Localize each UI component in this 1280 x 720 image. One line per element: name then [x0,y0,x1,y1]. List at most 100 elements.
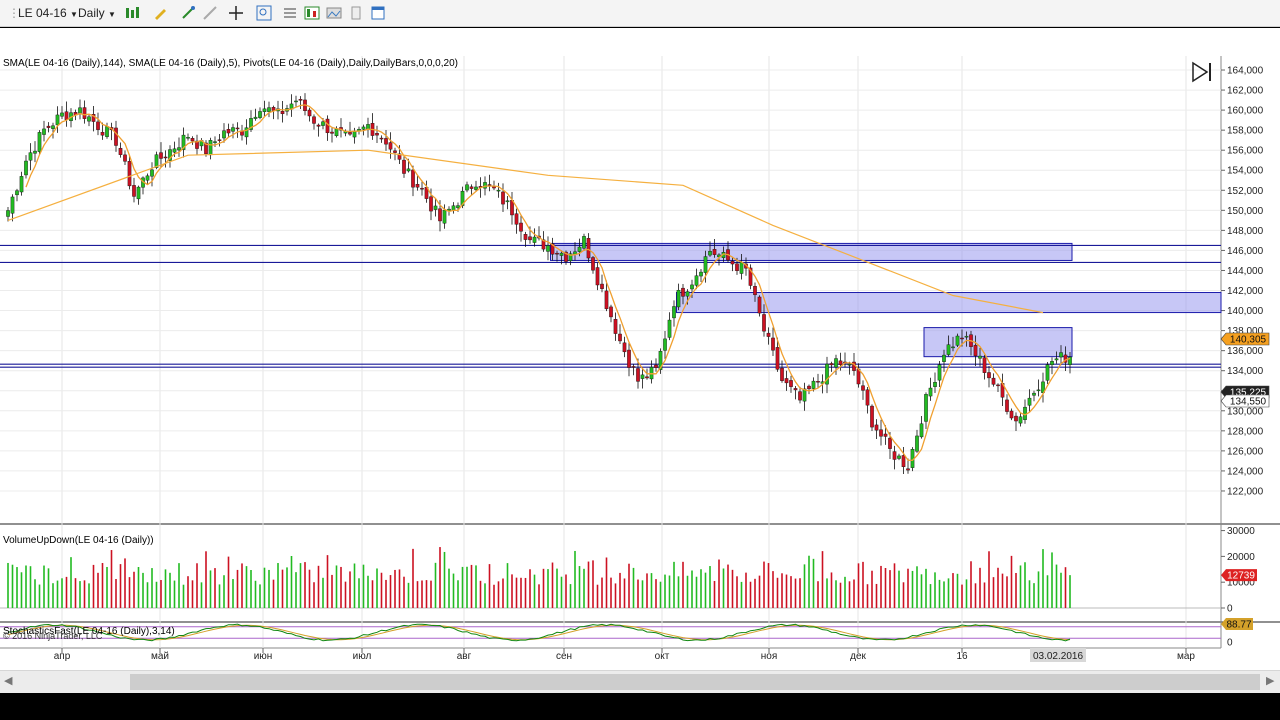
candle-body [37,132,42,152]
candle [613,312,618,341]
line-tool-icon[interactable] [202,5,218,21]
instrument-selector[interactable]: LE 04-16 ▼ [18,4,78,22]
candle-body [964,335,969,338]
candle-body [739,262,744,274]
document-icon[interactable] [348,5,364,21]
candle [379,135,384,143]
candle [906,458,910,474]
candle [420,180,424,196]
current-date-box [1030,648,1086,662]
candle [748,264,753,290]
candle-body [1005,399,1009,412]
candle [622,336,627,358]
candle-body [960,337,964,340]
x-tick-label: июн [254,651,273,662]
candle-body [55,114,60,126]
candle-body [10,196,15,214]
candle [231,123,235,139]
candle-body [658,351,663,370]
candle [442,204,447,229]
candle [100,122,105,140]
candle-body [496,189,501,192]
candle-body [991,377,996,385]
toolbar-grip-icon: ⋮ [8,6,20,20]
candle-body [712,249,717,255]
candle-body [766,332,771,337]
candle-body [919,423,924,438]
candle [1032,390,1036,402]
window-icon[interactable] [370,5,386,21]
image-icon[interactable] [326,5,342,21]
chart-style-icon[interactable] [124,5,140,21]
crosshair-icon[interactable] [228,5,244,21]
candle-body [897,455,901,459]
pencil-icon[interactable] [152,5,168,21]
candle-body [249,118,253,130]
candle [649,360,654,384]
candle [825,356,829,394]
play-forward-icon[interactable] [1190,60,1214,84]
candle-body [690,284,694,290]
candle [141,176,145,195]
data-box-icon[interactable] [304,5,320,21]
candle [694,268,699,290]
y-tick-label: 156,000 [1227,146,1264,157]
candle-body [262,108,267,112]
candle [222,123,226,143]
y-tick-label: 152,000 [1227,186,1264,197]
y-tick-label: 162,000 [1227,86,1264,97]
candle-body [190,138,195,142]
y-tick-label: 150,000 [1227,206,1264,217]
candle [55,106,60,133]
candle [937,360,942,388]
candle-body [78,107,82,114]
candle-body [334,128,339,137]
drawing-tools-icon[interactable] [180,5,196,21]
properties-icon[interactable] [282,5,298,21]
candle-body [244,127,249,138]
candle [829,361,834,372]
scroll-left-icon[interactable]: ◀ [4,675,13,687]
candle-body [541,239,546,250]
candle [897,453,901,461]
candle-body [568,253,573,262]
candle [226,123,231,137]
horizontal-scrollbar[interactable]: ◀ ▶ [0,670,1280,693]
candle-body [438,208,442,222]
scroll-right-icon[interactable]: ▶ [1266,675,1275,687]
candle-body [474,186,478,190]
candle [433,198,438,217]
candle-body [987,372,991,379]
candle [874,419,879,440]
candle [996,383,1000,392]
candle [1014,412,1018,432]
x-tick-label: 16 [956,651,968,662]
candle-body [757,296,762,314]
candle [784,370,789,391]
candle-body [937,364,942,381]
candle [762,304,766,337]
zoom-icon[interactable] [256,5,272,21]
candle-body [213,141,217,143]
supply-demand-zone [923,327,1073,358]
candle-body [870,405,874,428]
candle [15,188,19,202]
indicators-label: SMA(LE 04-16 (Daily),144), SMA(LE 04-16 … [3,58,458,69]
candle [325,115,330,141]
scrollbar-thumb[interactable] [130,674,1260,690]
candle [411,165,415,197]
chart-canvas[interactable]: апр май июн июл авг сен окт ноя дек 16 мар 03.02.20… [0,28,1280,670]
candle [91,105,96,132]
candle [96,112,100,136]
period-selector[interactable]: Daily ▼ [78,4,116,22]
candle-body [789,380,793,387]
candle [114,120,118,152]
candle-body [127,161,132,187]
candle [1023,399,1027,424]
candle-body [123,154,127,162]
candle-body [379,137,384,140]
candle [861,380,865,400]
candle-body [28,152,33,161]
candle-body [325,118,330,134]
candle [681,283,685,305]
